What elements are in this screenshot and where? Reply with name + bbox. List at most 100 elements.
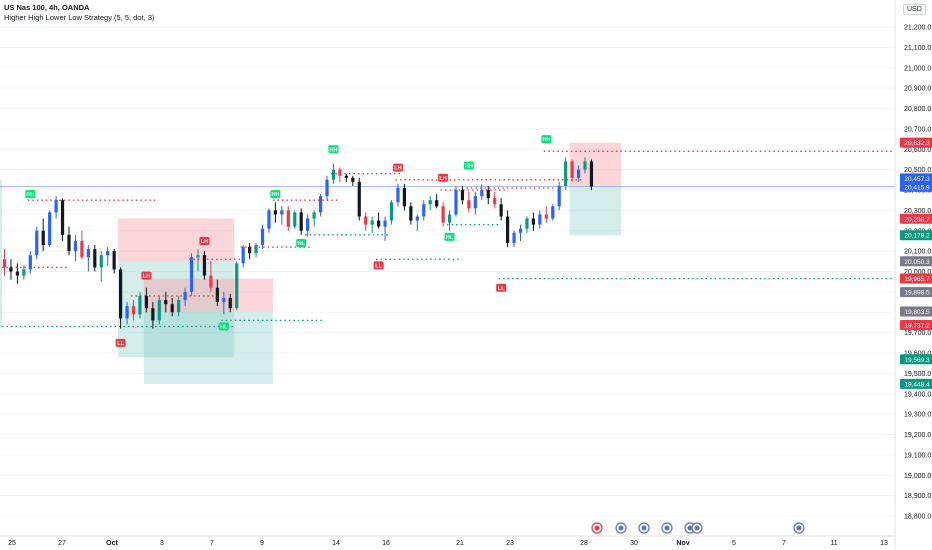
candle-body: [196, 255, 200, 258]
candle-body: [564, 161, 568, 186]
candle-body: [454, 190, 458, 215]
swing-label-text: LL: [498, 286, 505, 292]
price-tag-bg: [900, 137, 932, 148]
stop-loss-zone: [118, 218, 235, 262]
candle-body: [460, 190, 465, 201]
swing-levels: [0, 150, 895, 328]
swing-label-text: LH: [143, 274, 150, 280]
candle-body: [493, 198, 497, 205]
candle-body: [518, 228, 523, 233]
candle-body: [73, 240, 78, 252]
time-tick-label: 23: [506, 540, 514, 547]
price-tag-text: 19,803.5: [904, 309, 930, 316]
candle-body: [267, 210, 271, 229]
price-tick-label: 20,900.0: [904, 86, 931, 93]
candle-body: [370, 220, 374, 225]
candle-body: [538, 214, 542, 225]
candle-body: [144, 295, 148, 309]
candle-body: [344, 175, 348, 178]
candle-body: [318, 196, 323, 213]
economic-event-icon: [591, 522, 603, 534]
currency-button[interactable]: USD: [903, 4, 926, 15]
candle-body: [80, 240, 84, 258]
candle-body: [54, 200, 58, 213]
price-tag-bg: [900, 213, 932, 224]
time-tick-label: 28: [580, 540, 588, 547]
economic-event-icon: [638, 522, 650, 534]
candle-body: [209, 275, 213, 288]
price-tick-label: 20,700.0: [904, 126, 931, 133]
price-tick-label: 20,000.0: [904, 269, 931, 276]
price-tag-bg: [900, 273, 932, 284]
price-tick-label: 21,200.0: [904, 25, 931, 32]
take-profit-zone: [569, 186, 622, 236]
candle-body: [119, 269, 123, 319]
candle-body: [28, 255, 32, 270]
candle-body: [299, 212, 303, 231]
swing-label-text: LL: [117, 341, 124, 347]
candle-body: [325, 179, 329, 197]
candle-body: [506, 216, 510, 243]
candle-body: [164, 300, 168, 305]
candle-body: [422, 204, 426, 217]
price-tag: 19,737.2: [900, 320, 932, 331]
candle-body: [293, 212, 297, 227]
candle-body: [377, 220, 381, 227]
price-tag-bg: [900, 230, 932, 241]
price-tick-label: 19,000.0: [904, 473, 931, 480]
price-tag-text: 20,178.2: [904, 233, 930, 240]
candle-body: [589, 161, 594, 187]
candle-body: [499, 204, 503, 217]
indicator-title[interactable]: Higher High Lower Low Strategy (5, 5, do…: [4, 13, 155, 22]
candle-body: [215, 287, 219, 303]
candle-body: [254, 245, 258, 254]
time-tick-label: 9: [260, 540, 264, 547]
swing-label-hh: HH: [270, 190, 281, 199]
candle-body: [99, 255, 103, 268]
candle-body: [544, 214, 548, 219]
candle-body: [131, 306, 136, 315]
price-tick-label: 20,500.0: [904, 167, 931, 174]
price-tag-text: 20,632.3: [904, 140, 930, 147]
event-markers[interactable]: [591, 522, 805, 534]
candle-body: [41, 230, 45, 246]
take-profit-zone: [143, 311, 273, 384]
swing-label-text: HH: [465, 164, 473, 170]
candle-body: [576, 169, 581, 178]
swing-label-text: LH: [201, 239, 208, 245]
time-axis[interactable]: 25 27 Oct 3 7 9 14 16 21 23 28 30 Nov 5 7 11 13: [0, 535, 895, 547]
candle-body: [402, 187, 406, 207]
swing-label-hl: HL: [296, 238, 307, 247]
price-tag-bg: [900, 287, 932, 298]
price-tag-text: 19,569.3: [904, 357, 930, 364]
economic-event-icon: [793, 522, 805, 534]
price-tag-bg: [900, 256, 932, 267]
price-tag-bg: [900, 320, 932, 331]
symbol-title[interactable]: US Nas 100, 4h, OANDA: [4, 3, 90, 12]
price-tag: 19,803.5: [900, 306, 932, 317]
price-tag-text: 20,457.3: [904, 176, 930, 183]
candle-body: [447, 214, 452, 223]
swing-label-text: HH: [271, 192, 279, 198]
swing-label-text: HL: [446, 235, 454, 241]
candle-body: [241, 247, 245, 264]
price-tick-label: 19,500.0: [904, 371, 931, 378]
swing-label-ll: LL: [115, 338, 126, 347]
swing-label-hh: HH: [541, 135, 552, 144]
price-tag-text: 19,737.2: [904, 323, 930, 330]
grid-lines: [0, 26, 895, 517]
candlestick-series: [2, 157, 594, 329]
swing-label-text: LH: [439, 176, 446, 182]
candle-body: [151, 308, 155, 321]
swing-label-lh: LH: [199, 236, 210, 245]
price-tick-label: 18,900.0: [904, 493, 931, 500]
candle-body: [486, 190, 490, 199]
swing-label-lh: LH: [438, 173, 449, 182]
candle-body: [260, 228, 265, 246]
price-tag-bg: [900, 173, 932, 184]
time-tick-label: 11: [830, 540, 837, 547]
swing-label-ll: LL: [373, 261, 384, 270]
candle-body: [306, 218, 310, 231]
candle-body: [570, 161, 574, 178]
